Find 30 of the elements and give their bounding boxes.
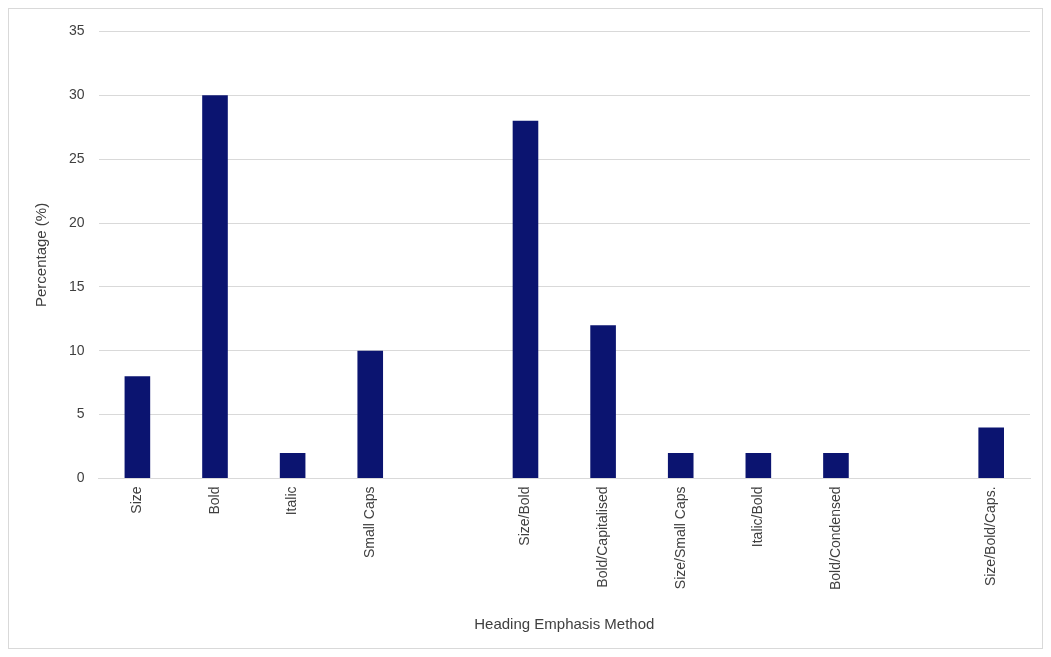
bar [978,427,1004,478]
bar [279,452,306,478]
x-tick-label: Bold/Condensed [826,486,843,591]
bar [357,350,384,478]
x-tick-label: Italic/Bold [749,486,766,548]
y-tick-label: 5 [76,405,85,422]
bar [745,452,772,478]
y-tick-label: 25 [68,150,85,166]
x-tick-label: Bold/Capitalised [593,486,610,588]
x-tick-label: Small Caps [361,486,378,559]
x-axis-title: Heading Emphasis Method [474,615,655,633]
x-tick-label: Bold [205,486,222,515]
x-tick-label: Size [128,486,145,514]
x-tick-label: Italic [283,486,300,516]
bar [590,325,616,478]
bar [124,376,151,478]
bar [823,452,849,478]
bar [667,452,694,478]
y-tick-label: 30 [68,86,85,103]
y-tick-label: 15 [68,277,85,294]
y-tick-label: 20 [68,213,85,230]
x-tick-label: Size/Bold/Caps. [982,486,999,587]
y-tick-label: 0 [76,469,85,486]
y-tick-label: 10 [68,341,85,358]
y-tick-label: 35 [68,22,85,39]
bar [512,120,539,478]
bar [202,95,228,478]
y-axis-title: Percentage (%) [32,202,50,308]
x-tick-label: Size/Bold [516,486,533,546]
x-tick-label: Size/Small Caps [671,486,688,590]
